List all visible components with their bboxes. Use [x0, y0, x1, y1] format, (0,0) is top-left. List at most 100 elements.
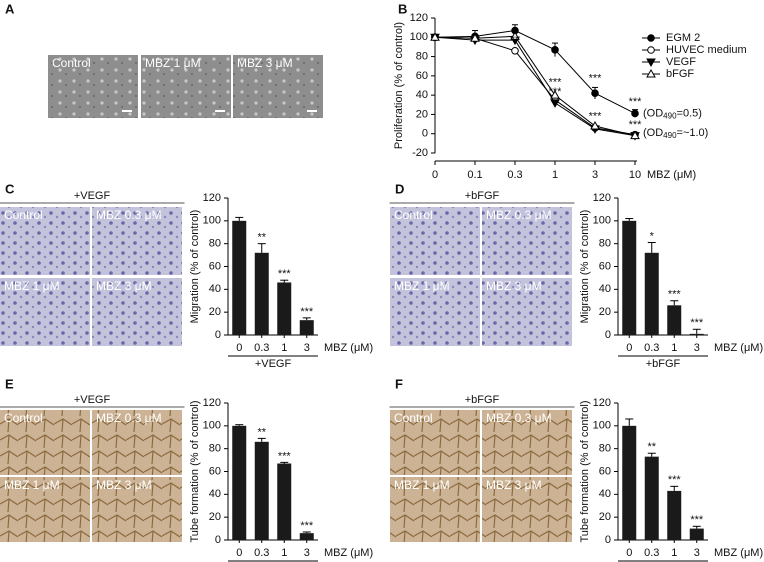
y-tick-label: 0	[422, 128, 428, 140]
bar	[299, 320, 314, 335]
group-label: +bFGF	[646, 358, 681, 370]
marker	[631, 109, 639, 118]
y-tick-label: 120	[593, 397, 611, 409]
y-tick-label: 60	[599, 260, 611, 272]
od-pre: (OD	[643, 107, 663, 119]
x-tick-label: 3	[694, 547, 700, 559]
bar	[667, 305, 682, 335]
micrograph	[92, 477, 182, 542]
significance: ***	[629, 96, 643, 108]
x-tick-label: 0	[432, 169, 438, 181]
image-label: Control	[394, 411, 433, 425]
micrograph	[482, 410, 572, 475]
marker	[551, 46, 559, 54]
x-axis-label: MBZ (μM)	[714, 547, 763, 559]
significance: ***	[668, 474, 682, 486]
x-tick-label: 0.3	[644, 342, 659, 354]
x-tick-label: 3	[304, 342, 310, 354]
micrograph	[482, 207, 572, 275]
y-tick-label: 80	[209, 238, 221, 250]
significance: ***	[690, 317, 704, 329]
y-tick-label: 0	[215, 329, 221, 341]
significance: ***	[690, 514, 704, 526]
y-tick-label: 80	[416, 50, 428, 62]
image-label: Control	[4, 208, 43, 222]
y-tick-label: 60	[209, 465, 221, 477]
micrograph	[48, 55, 138, 118]
x-axis-label: MBZ (μM)	[647, 169, 696, 181]
x-tick-label: 3	[304, 547, 310, 559]
x-tick-label: 1	[671, 342, 677, 354]
significance: ***	[300, 306, 314, 318]
x-axis-label: MBZ (μM)	[324, 342, 373, 354]
series-line	[434, 30, 636, 114]
x-axis-label: MBZ (μM)	[714, 342, 763, 354]
y-axis-label: Tube formation (% of control)	[579, 400, 591, 542]
y-tick-label: 100	[203, 420, 221, 432]
panel-header: +bFGF	[465, 190, 500, 202]
legend-label: EGM 2	[666, 32, 700, 44]
y-tick-label: 100	[593, 420, 611, 432]
y-tick-label: 20	[416, 108, 428, 120]
image-label: Control	[52, 56, 91, 70]
micrograph	[233, 55, 323, 118]
micrograph	[390, 278, 480, 346]
y-tick-label: 40	[209, 488, 221, 500]
significance: ***	[629, 119, 643, 131]
x-tick-label: 0.3	[254, 342, 269, 354]
image-label: MBZ 0.3 μM	[96, 411, 162, 425]
significance: **	[257, 232, 266, 244]
bar	[689, 528, 704, 540]
legend-label: bFGF	[666, 68, 694, 80]
y-tick-label: 120	[410, 12, 428, 24]
significance: ***	[668, 289, 682, 301]
y-tick-label: 40	[209, 283, 221, 295]
significance: ***	[589, 110, 603, 122]
y-tick-label: 100	[593, 215, 611, 227]
image-label: MBZ 0.3 μM	[486, 411, 552, 425]
bar	[667, 490, 682, 540]
significance: ***	[589, 73, 603, 85]
marker	[630, 130, 640, 140]
marker	[510, 31, 520, 40]
legend-marker	[647, 46, 655, 54]
x-tick-label: 10	[629, 169, 641, 181]
x-tick-label: 1	[671, 547, 677, 559]
y-tick-label: 100	[203, 215, 221, 227]
image-label: MBZ 0.3 μM	[96, 208, 162, 222]
x-tick-label: 0.1	[467, 169, 482, 181]
significance: ***	[549, 77, 563, 89]
bar	[254, 441, 269, 540]
marker	[511, 46, 519, 55]
significance: **	[257, 426, 266, 438]
bar	[277, 282, 292, 335]
x-tick-label: 0	[236, 547, 242, 559]
x-tick-label: 0.3	[507, 169, 522, 181]
bar	[622, 425, 637, 540]
bar	[644, 252, 659, 335]
x-tick-label: 1	[552, 169, 558, 181]
od-label: (OD490=0.5)	[643, 107, 702, 120]
panel-letter: C	[5, 181, 15, 196]
bar	[299, 533, 314, 540]
y-tick-label: 80	[599, 238, 611, 250]
y-tick-label: 60	[599, 465, 611, 477]
marker	[470, 33, 480, 42]
legend-marker	[646, 58, 656, 68]
micrograph	[0, 477, 90, 542]
bar	[644, 456, 659, 540]
y-axis-label: Migration (% of control)	[189, 210, 201, 324]
marker	[430, 32, 440, 41]
od-sub: 490	[663, 112, 677, 121]
y-tick-label: 60	[416, 70, 428, 82]
y-tick-label: 100	[410, 31, 428, 43]
micrograph	[0, 410, 90, 475]
marker	[550, 90, 560, 99]
x-tick-label: 1	[281, 547, 287, 559]
bar	[232, 425, 247, 540]
marker	[590, 120, 600, 130]
y-tick-label: 20	[209, 511, 221, 523]
y-tick-label: 120	[203, 192, 221, 204]
significance: *	[650, 230, 655, 242]
y-tick-label: 80	[599, 443, 611, 455]
